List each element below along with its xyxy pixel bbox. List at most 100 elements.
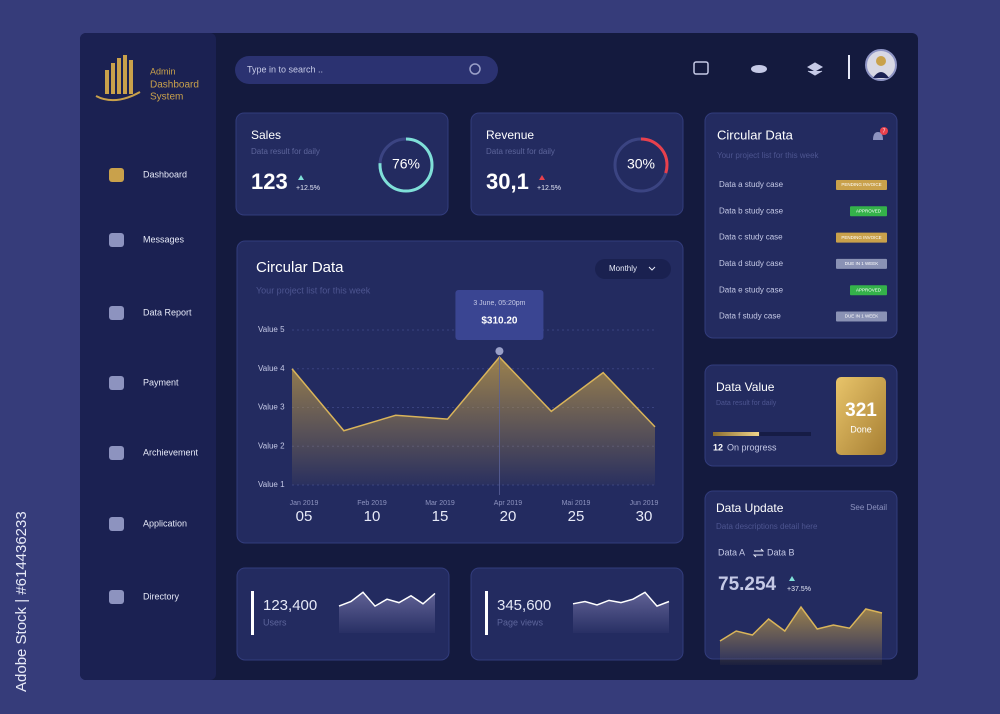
- update-change: +37.5%: [787, 586, 811, 593]
- y-tick-label: Value 5: [258, 325, 285, 334]
- card-subtitle: Data result for daily: [251, 147, 320, 156]
- tooltip-value: $310.20: [481, 316, 518, 327]
- row-name: Data c study case: [719, 233, 783, 242]
- list-card: [704, 112, 898, 339]
- status-badge: [836, 232, 887, 243]
- ring-label: 30%: [627, 156, 655, 172]
- list-title: Circular Data: [717, 127, 794, 142]
- trend-arrow: [298, 175, 304, 180]
- nav-item[interactable]: Data Report: [143, 307, 192, 317]
- box-label: Done: [850, 424, 872, 434]
- progress-count: 12: [713, 442, 723, 452]
- bell-icon: [873, 132, 883, 140]
- x-tick-day: 05: [296, 508, 313, 525]
- x-tick-day: 30: [636, 508, 653, 525]
- ring-label: 76%: [392, 156, 420, 172]
- box-value: 321: [845, 400, 877, 421]
- accent-bar: [485, 591, 488, 635]
- brand-line: Admin: [150, 66, 176, 76]
- badge-count: 7: [883, 128, 886, 134]
- nav-icon: [109, 168, 124, 182]
- line: [291, 356, 656, 432]
- y-tick-label: Value 3: [258, 403, 285, 412]
- chart-title: Circular Data: [256, 259, 344, 276]
- disk-icon[interactable]: [751, 65, 767, 73]
- spark-line: [719, 605, 883, 642]
- card-value: 123: [251, 169, 288, 194]
- tooltip: [455, 290, 544, 340]
- trend-arrow: [789, 576, 795, 581]
- stat-value: 345,600: [497, 597, 551, 614]
- status-text: DUE IN 1 WEEK: [845, 314, 879, 319]
- sidebar: [80, 33, 216, 680]
- watermark: Adobe Stock | #614436233: [13, 511, 30, 692]
- x-tick-day: 10: [364, 508, 381, 525]
- search-box[interactable]: [235, 56, 498, 84]
- card-title: Data Update: [716, 501, 784, 515]
- card-subtitle: Data result for daily: [716, 400, 777, 407]
- window-icon[interactable]: [693, 61, 709, 75]
- x-tick-month: Jan 2019: [290, 500, 319, 507]
- ring-arc: [378, 137, 434, 193]
- x-tick-day: 20: [500, 508, 517, 525]
- search-icon: [469, 63, 481, 75]
- x-tick-month: Mar 2019: [425, 500, 455, 507]
- row-name: Data a study case: [719, 180, 784, 189]
- card-value: 30,1: [486, 169, 529, 194]
- search-placeholder: Type in to search ..: [247, 64, 323, 74]
- compare-b: Data B: [767, 547, 795, 557]
- nav-item[interactable]: Application: [143, 518, 187, 528]
- x-tick-day: 25: [568, 508, 585, 525]
- chart-subtitle: Your project list for this week: [256, 285, 371, 295]
- nav-icon: [109, 233, 124, 247]
- y-tick-label: Value 1: [258, 480, 285, 489]
- nav-icon: [109, 446, 124, 460]
- x-tick-month: Apr 2019: [494, 500, 523, 507]
- logo: [95, 55, 141, 102]
- spark-line: [572, 591, 670, 607]
- dropdown[interactable]: [595, 259, 671, 279]
- spark-area: [573, 592, 669, 633]
- brand-line: Dashboard: [150, 80, 199, 91]
- see-detail[interactable]: See Detail: [850, 503, 887, 512]
- nav-icon: [109, 376, 124, 390]
- progress-track: [713, 432, 811, 436]
- card-title: Revenue: [486, 128, 534, 142]
- status-badge: [850, 285, 887, 296]
- card-title: Data Value: [716, 380, 775, 394]
- spark-area: [339, 592, 435, 633]
- swap-icon: [752, 548, 765, 558]
- nav-item[interactable]: Messages: [143, 234, 185, 244]
- card-change: +12.5%: [537, 185, 561, 192]
- x-tick-month: Feb 2019: [357, 500, 387, 507]
- progress-fill: [713, 432, 760, 436]
- accent-bar: [251, 591, 254, 635]
- card-title: Sales: [251, 128, 281, 142]
- status-badge: [850, 206, 887, 217]
- x-tick-month: Mai 2019: [562, 500, 591, 507]
- x-tick-day: 15: [432, 508, 449, 525]
- area: [292, 357, 655, 485]
- card-subtitle: Data descriptions detail here: [716, 522, 818, 531]
- stat-label: Users: [263, 617, 287, 627]
- nav-icon: [109, 590, 124, 604]
- nav-item[interactable]: Archievement: [143, 447, 199, 457]
- card-subtitle: Data result for daily: [486, 147, 555, 156]
- trend-arrow: [539, 175, 545, 180]
- badge: [880, 127, 888, 135]
- nav-item[interactable]: Dashboard: [143, 169, 187, 179]
- row-name: Data b study case: [719, 206, 784, 215]
- layers-icon[interactable]: [806, 62, 824, 76]
- status-text: PENDING INVOICE: [841, 235, 881, 240]
- progress-label: On progress: [727, 442, 777, 452]
- status-badge: [836, 311, 887, 322]
- nav-item[interactable]: Payment: [143, 377, 179, 387]
- dropdown-caret: [648, 266, 656, 271]
- gold-box: [836, 377, 886, 455]
- status-text: PENDING INVOICE: [841, 182, 881, 187]
- nav-item[interactable]: Directory: [143, 591, 180, 601]
- dropdown-label: Monthly: [609, 264, 637, 273]
- update-value: 75.254: [718, 574, 777, 595]
